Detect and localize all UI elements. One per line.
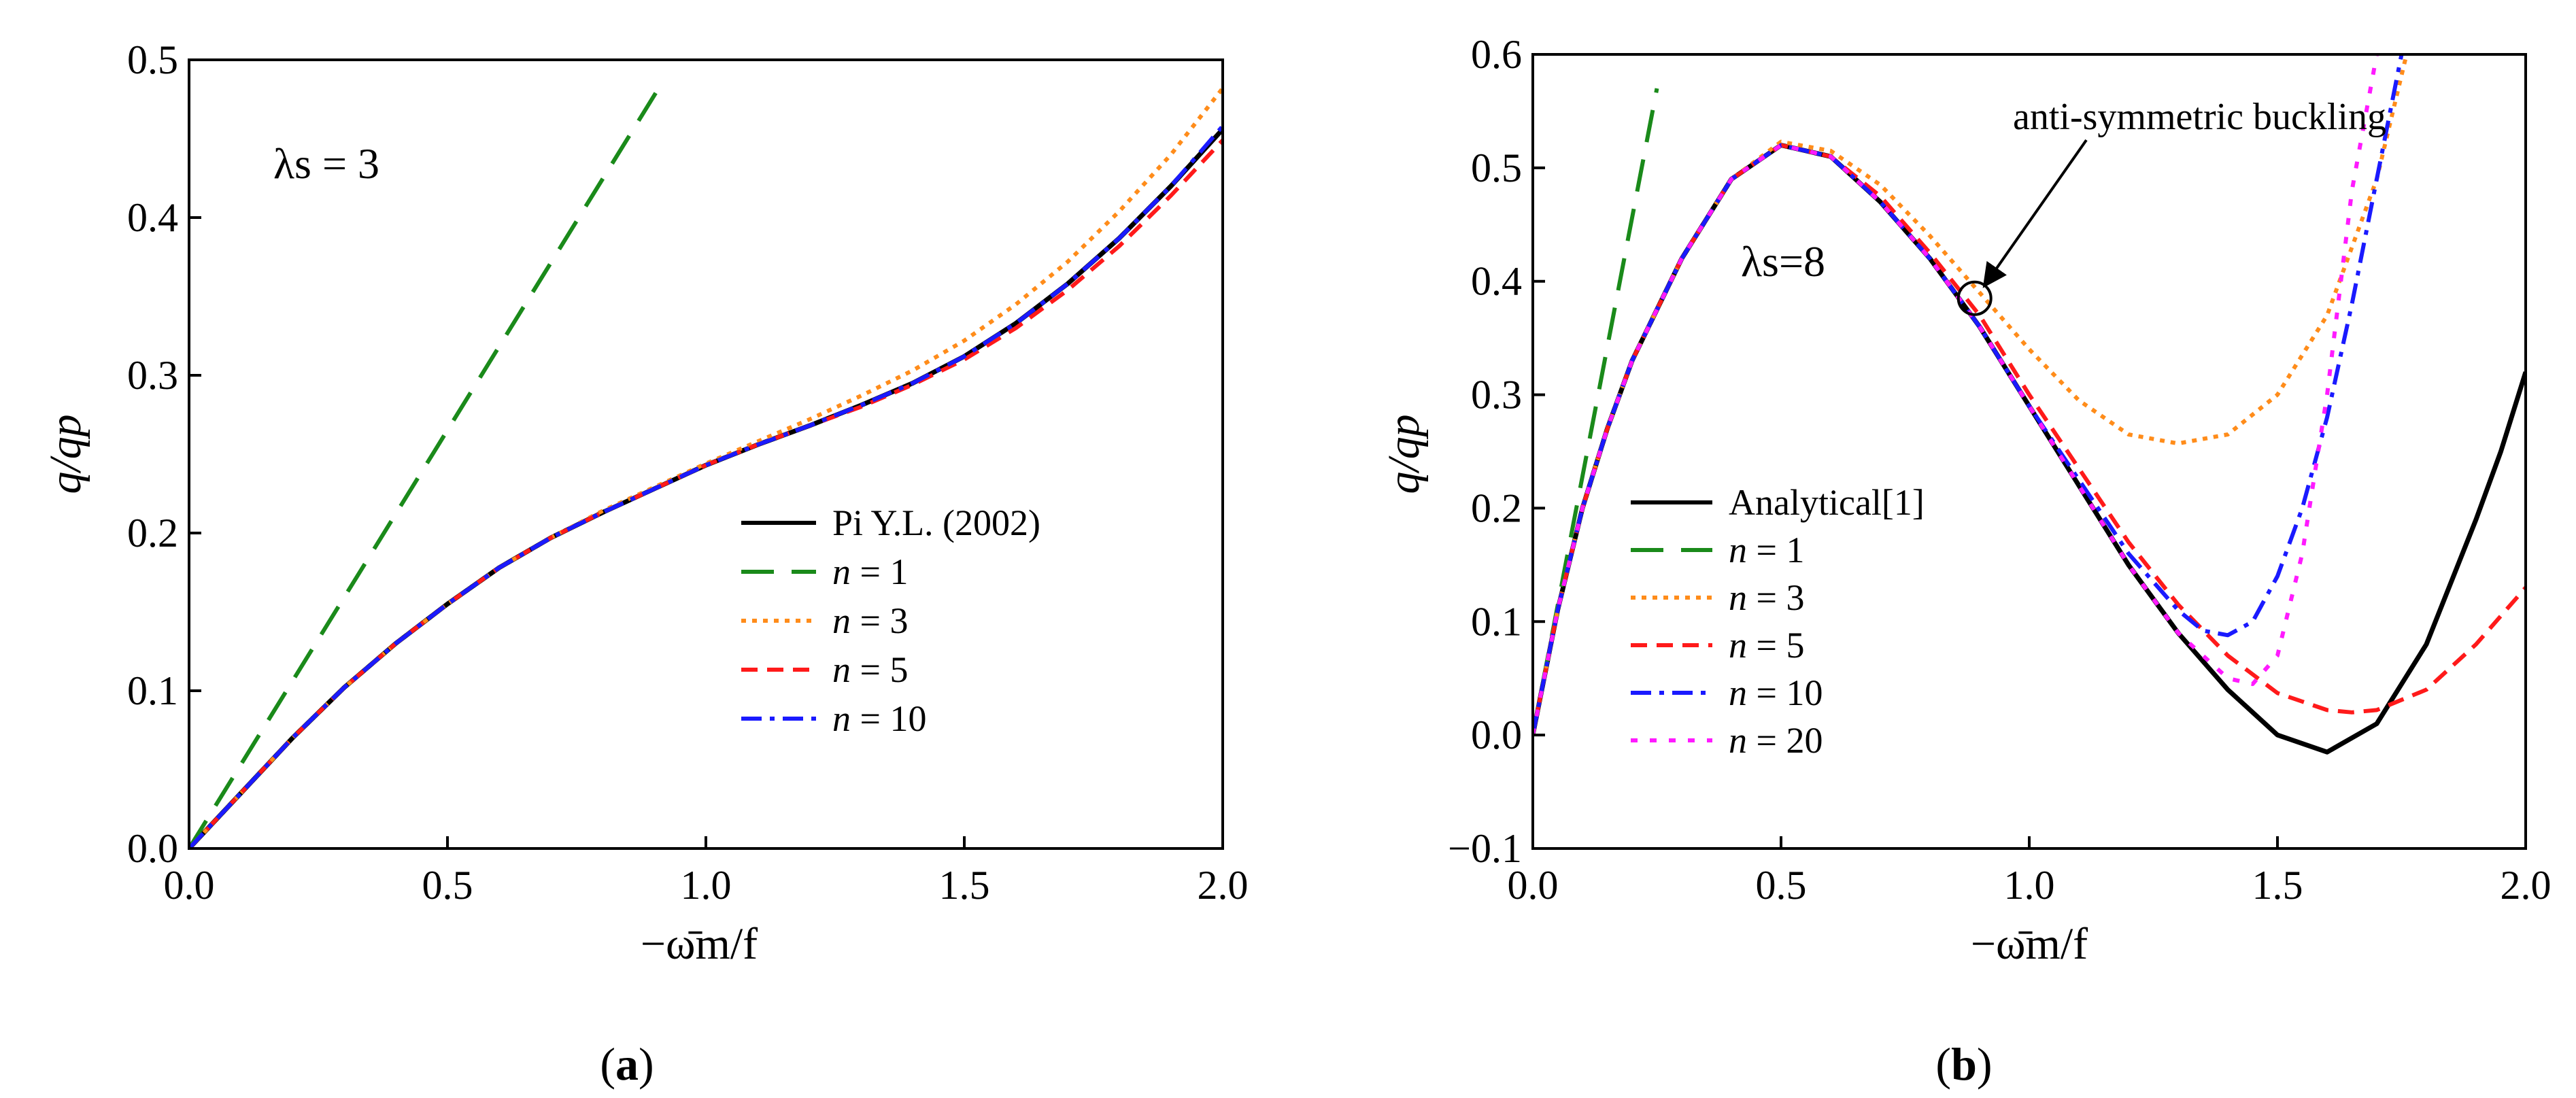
y-tick-label: 0.2 [127,511,178,555]
legend-entry-label: n = 1 [1729,530,1804,570]
legend-entry-label: Pi Y.L. (2002) [832,502,1040,543]
legend-entry-label: Analytical[1] [1729,482,1925,523]
legend-entry-label: n = 10 [1729,672,1823,713]
x-axis-label: −ω̄m/f [1971,919,2088,969]
series-line-n-3 [189,86,1223,848]
legend-entry-label: n = 20 [1729,720,1823,761]
y-tick-label: 0.0 [1471,713,1522,757]
x-tick-label: 0.5 [422,863,473,908]
y-tick-label: 0.1 [1471,599,1522,644]
x-tick-label: 0.0 [1508,863,1559,908]
legend-entry-label: n = 5 [832,649,908,690]
y-tick-label: 0.4 [1471,259,1522,304]
legend-entry-label: n = 10 [832,698,926,739]
series-line-n-5 [1533,143,2526,736]
legend-entry-label: n = 1 [832,551,908,592]
y-tick-label: 0.3 [1471,373,1522,417]
series-line-n-20 [1533,54,2379,736]
legend-entry-label: n = 3 [832,600,908,641]
chart-panel-a: 0.0 0.5 1.0 1.5 2.0 0.0 0.1 0.2 0.3 0.4 0.5 −ω̄m/f… [41,37,1249,1090]
panel-label-b: (b) [1935,1038,1992,1090]
lambda-annotation: λs=8 [1741,237,1825,286]
y-axis-label: q/qp [41,414,90,494]
legend-entry-label: n = 5 [1729,625,1804,666]
y-tick-label: 0.3 [127,353,178,398]
y-tick-label: 0.5 [127,37,178,82]
x-tick-label: 1.0 [2004,863,2055,908]
callout-arrow [1982,139,2088,288]
callout-text: anti-symmetric buckling [2013,96,2386,138]
y-axis-label: q/qp [1379,414,1429,494]
x-tick-label: 0.5 [1756,863,1807,908]
series-line-n-5 [189,139,1223,848]
y-tick-label: 0.2 [1471,485,1522,530]
x-tick-label: 2.0 [2501,863,2552,908]
y-tick-label: 0.1 [127,668,178,713]
series-line-n-10 [1533,54,2404,736]
x-tick-label: 1.5 [939,863,990,908]
y-tick-label: −0.1 [1448,826,1522,871]
y-tick-label: 0.4 [127,195,178,240]
series-line-n-3 [1533,54,2409,736]
panel-label-a: (a) [600,1038,654,1090]
lambda-annotation: λs = 3 [273,139,379,188]
y-tick-label: 0.6 [1471,32,1522,77]
x-tick-label: 0.0 [164,863,215,908]
chart-panel-b: 0.0 0.5 1.0 1.5 2.0−0.10.00.10.20.30.40.50.6… [1379,32,2552,1090]
series-line-n-1 [189,78,666,848]
series-line-analytical-1- [1533,143,2526,755]
x-tick-label: 1.5 [2252,863,2303,908]
y-tick-label: 0.5 [1471,145,1522,190]
x-axis-label: −ω̄m/f [641,919,758,969]
series-line-pi-y-l-2002- [189,127,1223,848]
x-tick-label: 2.0 [1198,863,1249,908]
x-tick-label: 1.0 [681,863,732,908]
y-tick-label: 0.0 [127,826,178,871]
legend-entry-label: n = 3 [1729,577,1804,618]
callout-circle [1956,280,1993,316]
series-line-n-10 [189,124,1223,848]
